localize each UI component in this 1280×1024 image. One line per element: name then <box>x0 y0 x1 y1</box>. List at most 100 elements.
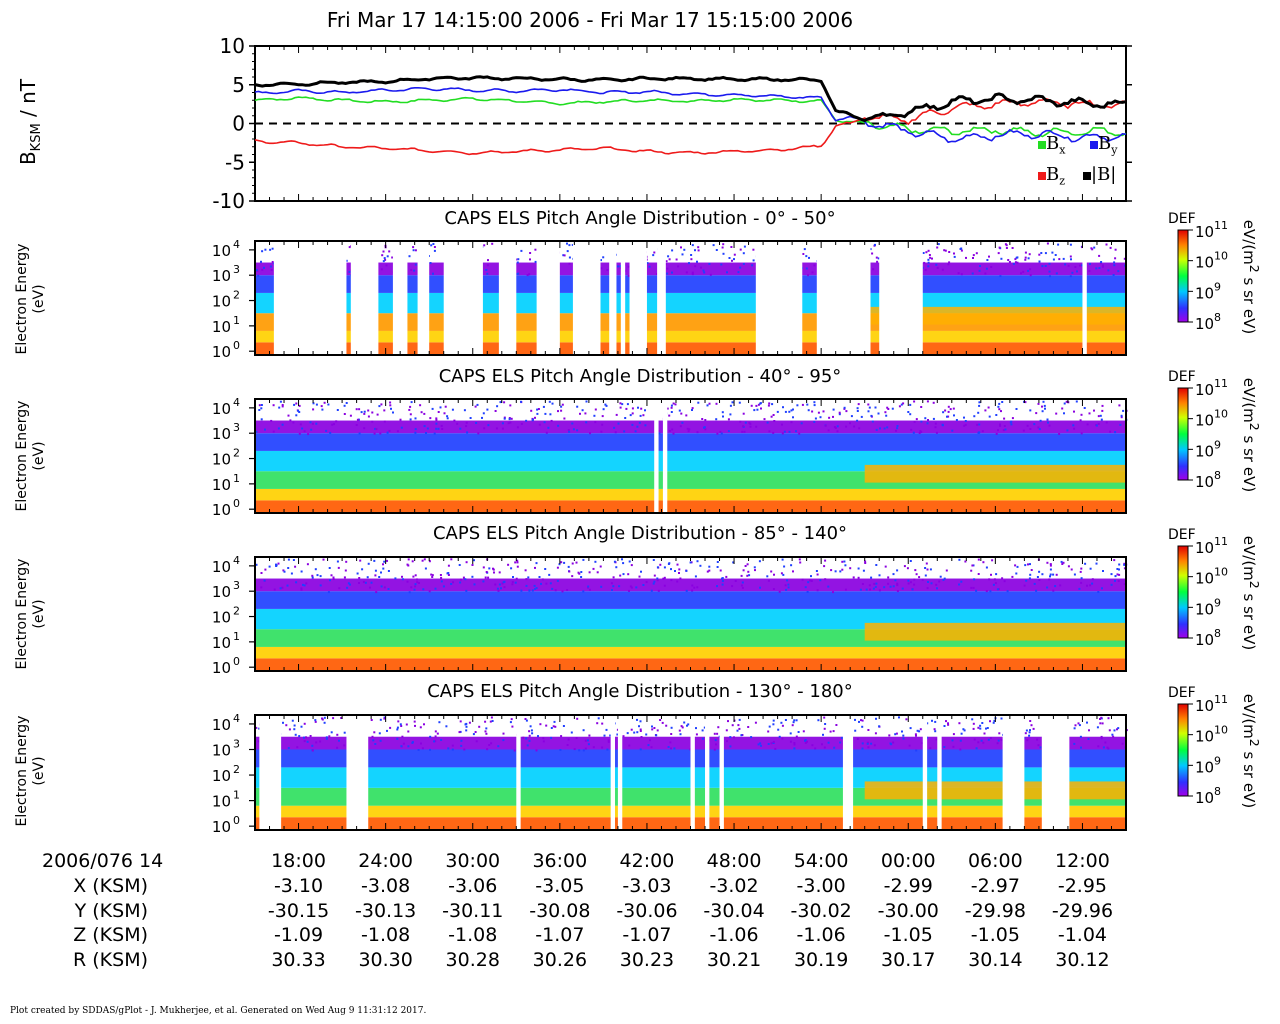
spectrogram-speckle <box>824 424 827 427</box>
ephemeris-x-value: -3.02 <box>709 875 759 897</box>
panel-title-0-50: CAPS ELS Pitch Angle Distribution - 0° -… <box>444 208 836 229</box>
spectrogram-speckle <box>433 432 436 435</box>
spectrogram-speckle <box>408 408 411 411</box>
spectrogram-speckle <box>722 252 725 255</box>
spectrogram-speckle <box>1080 567 1083 570</box>
spectrogram-speckle <box>767 730 770 733</box>
spectrogram-speckle <box>626 732 629 735</box>
spectrogram-speckle <box>1095 562 1098 565</box>
spectrogram-speckle <box>896 427 899 430</box>
spectrogram-speckle <box>943 725 946 727</box>
spectrogram-speckle <box>1091 582 1094 585</box>
spectrogram-feature <box>864 781 1126 800</box>
spectrogram-speckle <box>1095 267 1098 270</box>
spectrogram-gap <box>842 715 854 830</box>
spectrogram-speckle <box>539 723 542 726</box>
spectrogram-speckle <box>721 583 724 586</box>
spectrogram-speckle <box>793 743 796 746</box>
spectrogram-speckle <box>993 578 996 581</box>
mag-ytick-label: -5 <box>225 150 245 174</box>
spectrogram-speckle <box>258 409 261 411</box>
spectrogram-speckle <box>548 573 551 576</box>
spectrogram-speckle <box>679 577 682 580</box>
spectrogram-speckle <box>781 724 784 727</box>
spectrogram-speckle <box>958 583 961 586</box>
spectrogram-speckle <box>670 726 673 729</box>
spectrogram-speckle <box>701 737 704 740</box>
spectrogram-speckle <box>811 271 814 274</box>
spectrogram-speckle <box>795 735 798 738</box>
spectrogram-speckle <box>716 732 719 735</box>
colorbar-tick-label: 10 <box>1195 631 1214 649</box>
spectrogram-speckle <box>651 728 654 731</box>
spectrogram-speckle <box>947 723 950 726</box>
spectrogram-speckle <box>919 728 922 731</box>
spectrogram-speckle <box>379 718 382 721</box>
spectrogram-speckle <box>640 736 643 738</box>
spectrogram-speckle <box>330 574 333 577</box>
spectrogram-speckle <box>662 577 665 580</box>
spectrogram-speckle <box>802 730 805 733</box>
legend-bz-sub: z <box>1059 174 1066 188</box>
spectrogram-speckle <box>774 747 777 750</box>
spectrogram-speckle <box>528 734 531 737</box>
spectrogram-speckle <box>382 260 385 263</box>
spectrogram-speckle <box>439 574 442 576</box>
spectrogram-speckle <box>414 585 417 588</box>
spectrogram-speckle <box>414 263 417 266</box>
spectrogram-speckle <box>450 583 453 585</box>
spectrogram-speckle <box>715 418 718 421</box>
spectrogram-speckle <box>366 576 369 579</box>
spectrogram-speckle <box>1114 248 1117 251</box>
spectrogram-speckle <box>751 264 754 267</box>
spectrogram-speckle <box>665 724 668 727</box>
spectrogram-speckle <box>517 258 520 261</box>
spectrogram-ytick-label: 10 <box>212 476 231 494</box>
spectrogram-speckle <box>938 580 941 583</box>
spectrogram-speckle <box>255 726 258 729</box>
spectrogram-speckle <box>959 748 962 751</box>
spectrogram-speckle <box>668 258 671 261</box>
spectrogram-speckle <box>509 721 512 724</box>
spectrogram-speckle <box>508 417 511 419</box>
spectrogram-speckle <box>622 573 625 576</box>
spectrogram-speckle <box>694 249 696 252</box>
spectrogram-speckle <box>507 422 510 425</box>
spectrogram-speckle <box>496 405 499 408</box>
spectrogram-speckle <box>578 749 581 752</box>
spectrogram-speckle <box>813 420 816 423</box>
spectrogram-speckle <box>563 417 566 420</box>
spectrogram-speckle <box>871 252 874 255</box>
spectrogram-speckle <box>503 586 506 589</box>
spectrogram-speckle <box>1100 418 1103 421</box>
spectrogram-speckle <box>1097 415 1100 418</box>
spectrogram-speckle <box>896 590 899 593</box>
spectrogram-speckle <box>639 414 642 417</box>
colorbar-tick-exp: 9 <box>1214 280 1221 293</box>
spectrogram-speckle <box>719 430 722 433</box>
spectrogram-speckle <box>867 729 870 731</box>
ephemeris-y-value: -30.15 <box>267 900 330 922</box>
spectrogram-speckle <box>465 421 468 424</box>
spectrogram-speckle <box>436 732 439 735</box>
spectrogram-speckle <box>1029 573 1032 576</box>
spectrogram-speckle <box>331 423 334 426</box>
spectrogram-speckle <box>984 272 987 275</box>
spectrogram-speckle <box>560 405 563 408</box>
spectrogram-speckle <box>466 431 469 434</box>
spectrogram-speckle <box>1046 586 1049 589</box>
spectrogram-speckle <box>823 746 826 749</box>
spectrogram-speckle <box>827 429 830 432</box>
spectrogram-speckle <box>678 572 680 574</box>
spectrogram-speckle <box>440 424 443 427</box>
spectrogram-speckle <box>720 263 723 266</box>
spectrogram-speckle <box>560 561 563 564</box>
ephemeris-z-value: -1.09 <box>273 924 324 946</box>
spectrogram-speckle <box>433 740 436 743</box>
spectrogram-speckle <box>982 561 985 564</box>
spectrogram-speckle <box>873 582 876 585</box>
spectrogram-speckle <box>255 430 258 433</box>
spectrogram-speckle <box>473 559 475 562</box>
